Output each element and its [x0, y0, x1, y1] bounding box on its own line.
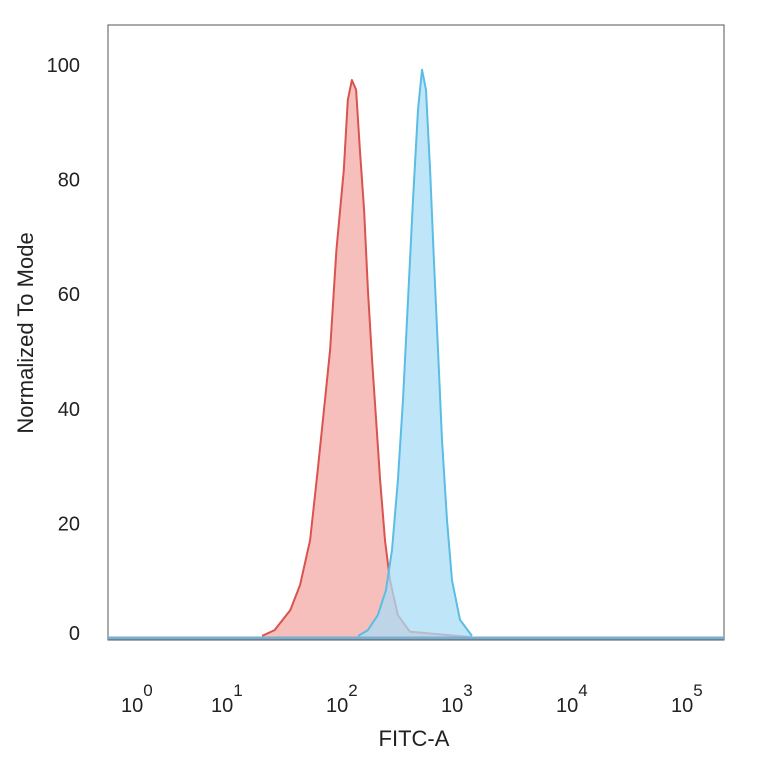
x-tick-exponent: 0 [143, 681, 152, 700]
x-tick-exponent: 5 [693, 681, 702, 700]
x-tick-exponent: 3 [463, 681, 472, 700]
x-tick-exponent: 4 [578, 681, 587, 700]
x-tick-exponent: 2 [348, 681, 357, 700]
series-0-line [261, 79, 471, 638]
x-tick-base: 10 [121, 695, 143, 717]
x-tick-base: 10 [211, 695, 233, 717]
x-tick-base: 10 [671, 695, 693, 717]
y-tick-label: 0 [69, 623, 80, 645]
y-tick-label: 80 [58, 170, 80, 192]
x-tick-base: 10 [326, 695, 348, 717]
x-tick-exponent: 1 [233, 681, 242, 700]
x-tick-label: 103 [441, 681, 473, 717]
y-tick-label: 100 [47, 55, 80, 77]
x-tick-base: 10 [556, 695, 578, 717]
y-tick-label: 40 [58, 399, 80, 421]
plot-frame [107, 24, 725, 641]
series-0-area [262, 80, 470, 637]
x-tick-label: 102 [326, 681, 358, 717]
series-1-area [358, 69, 472, 637]
x-axis-label: FITC-A [379, 726, 450, 751]
y-tick-label: 20 [58, 513, 80, 535]
series-1-line [357, 68, 473, 637]
x-tick-label: 101 [211, 681, 243, 717]
x-tick-label: 100 [121, 681, 153, 717]
x-tick-label: 105 [671, 681, 703, 717]
x-tick-label: 104 [556, 681, 588, 717]
x-tick-base: 10 [441, 695, 463, 717]
y-axis-label: Normalized To Mode [13, 232, 38, 433]
y-tick-label: 60 [58, 284, 80, 306]
